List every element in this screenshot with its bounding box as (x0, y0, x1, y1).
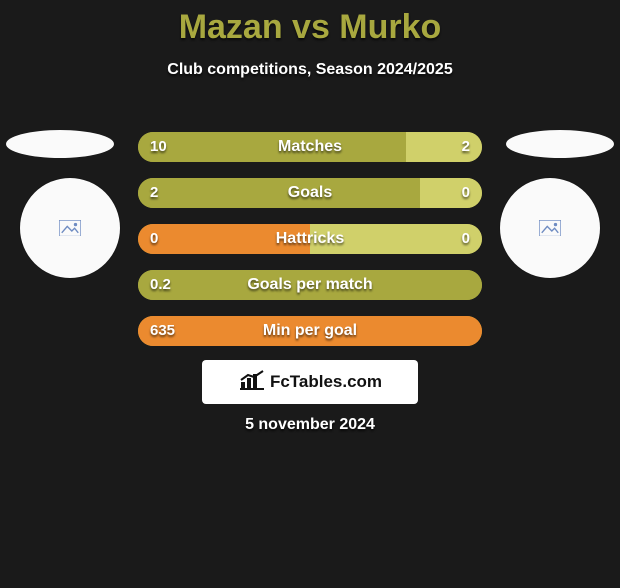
brand-label: FcTables.com (270, 372, 382, 392)
page-title: Mazan vs Murko (0, 8, 620, 47)
brand-chart-icon (238, 369, 266, 396)
stat-label: Matches (138, 132, 482, 162)
player-right-mini-avatar (506, 130, 614, 158)
stat-label: Hattricks (138, 224, 482, 254)
avatar-placeholder-icon (59, 220, 81, 236)
date-label: 5 november 2024 (0, 416, 620, 434)
player-left-avatar (20, 178, 120, 278)
avatar-placeholder-icon (539, 220, 561, 236)
brand-badge: FcTables.com (202, 360, 418, 404)
stat-row: 102Matches (138, 132, 482, 162)
stat-label: Min per goal (138, 316, 482, 346)
stat-row: 635Min per goal (138, 316, 482, 346)
player-right-avatar (500, 178, 600, 278)
player-left-mini-avatar (6, 130, 114, 158)
stat-row: 0.2Goals per match (138, 270, 482, 300)
stat-row: 00Hattricks (138, 224, 482, 254)
stat-label: Goals (138, 178, 482, 208)
page-subtitle: Club competitions, Season 2024/2025 (0, 61, 620, 79)
stat-row: 20Goals (138, 178, 482, 208)
comparison-chart: 102Matches 20Goals 00Hattricks 0.2Goals per… (138, 132, 482, 362)
stat-label: Goals per match (138, 270, 482, 300)
